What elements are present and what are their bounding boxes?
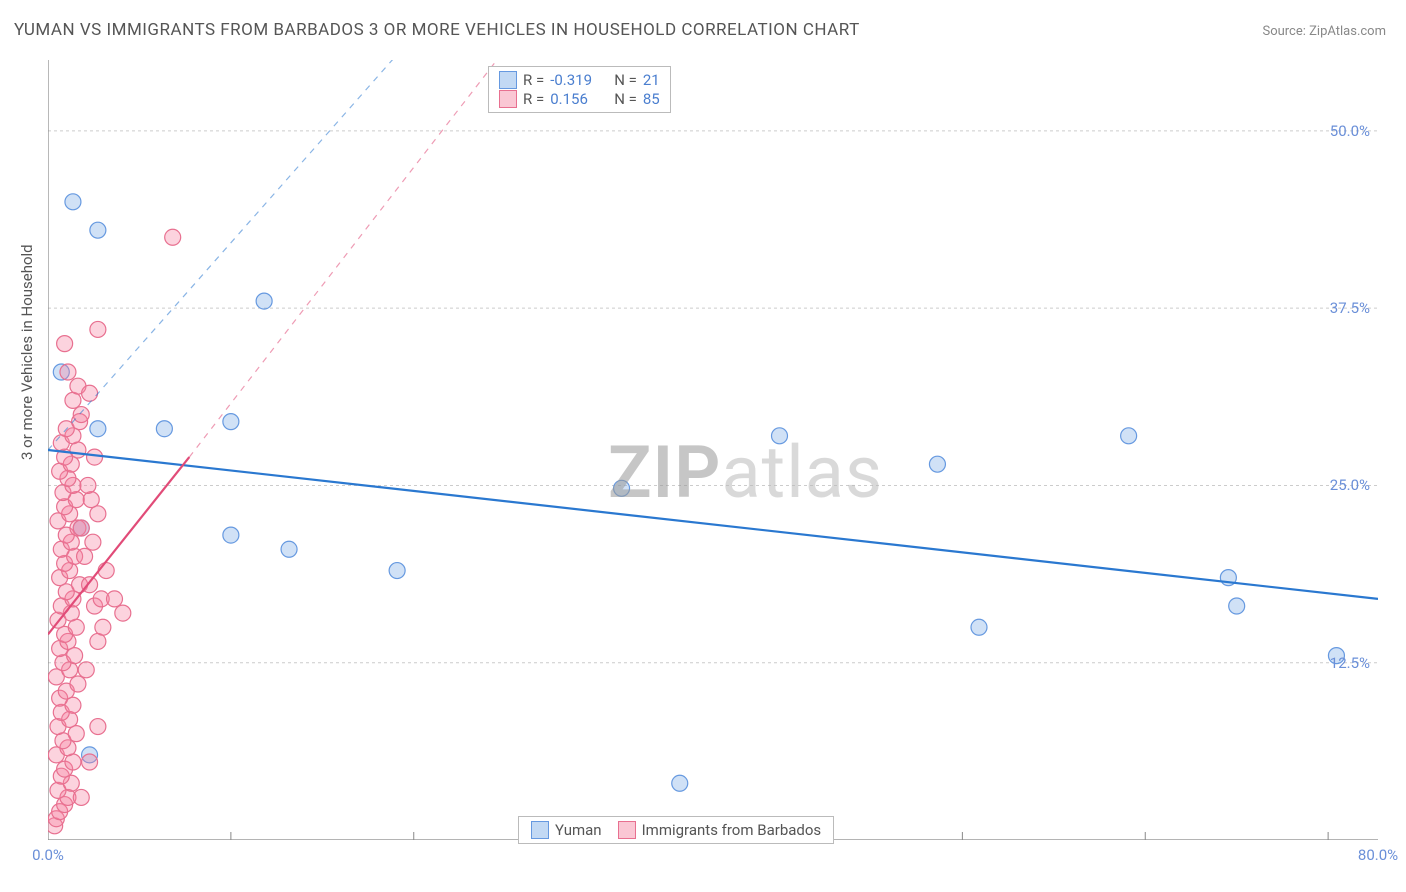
data-point: [672, 775, 688, 791]
trend-line: [48, 450, 1378, 599]
legend-n-value: 85: [643, 90, 660, 108]
data-point: [90, 719, 106, 735]
data-point: [82, 754, 98, 770]
legend-n-value: 21: [643, 71, 660, 89]
y-tick-label: 37.5%: [1330, 299, 1370, 317]
y-axis-label: 3 or more Vehicles in Household: [18, 244, 36, 460]
trend-line-extension: [189, 60, 497, 457]
data-point: [77, 548, 93, 564]
data-point: [68, 619, 84, 635]
scatter-svg: [48, 60, 1378, 840]
legend-swatch: [499, 90, 517, 108]
data-point: [1121, 428, 1137, 444]
legend-n-label: N =: [614, 90, 637, 108]
data-point: [98, 563, 114, 579]
source-label: Source: ZipAtlas.com: [1262, 24, 1386, 39]
data-point: [95, 619, 111, 635]
legend-label: Yuman: [555, 821, 602, 839]
data-point: [87, 449, 103, 465]
y-tick-label: 50.0%: [1330, 122, 1370, 140]
data-point: [165, 229, 181, 245]
data-point: [67, 648, 83, 664]
data-point: [281, 541, 297, 557]
legend-correlation: R = -0.319 N = 21 R = 0.156 N = 85: [488, 66, 671, 113]
data-point: [65, 392, 81, 408]
legend-r-label: R =: [523, 90, 544, 108]
trend-line-extension: [48, 60, 580, 450]
legend-r-value: 0.156: [550, 90, 608, 108]
legend-swatch: [531, 821, 549, 839]
legend-label: Immigrants from Barbados: [642, 821, 822, 839]
data-point: [389, 563, 405, 579]
data-point: [57, 336, 73, 352]
data-point: [223, 414, 239, 430]
x-tick-label: 80.0%: [1358, 846, 1398, 864]
data-point: [156, 421, 172, 437]
data-point: [256, 293, 272, 309]
x-tick-label: 0.0%: [32, 846, 64, 864]
data-point: [70, 442, 86, 458]
data-point: [83, 492, 99, 508]
data-point: [80, 477, 96, 493]
data-point: [70, 676, 86, 692]
data-point: [107, 591, 123, 607]
legend-r-label: R =: [523, 71, 544, 89]
plot-area: ZIPatlas R = -0.319 N = 21 R = 0.156 N =…: [48, 60, 1378, 840]
data-point: [772, 428, 788, 444]
legend-row: R = 0.156 N = 85: [499, 90, 660, 108]
data-point: [73, 407, 89, 423]
data-point: [971, 619, 987, 635]
data-point: [115, 605, 131, 621]
y-tick-label: 12.5%: [1330, 654, 1370, 672]
chart-title: YUMAN VS IMMIGRANTS FROM BARBADOS 3 OR M…: [14, 20, 860, 40]
data-point: [90, 506, 106, 522]
data-point: [614, 480, 630, 496]
legend-r-value: -0.319: [550, 71, 608, 89]
data-point: [90, 633, 106, 649]
data-point: [78, 662, 94, 678]
legend-item: Yuman: [531, 821, 602, 839]
data-point: [223, 527, 239, 543]
legend-n-label: N =: [614, 71, 637, 89]
legend-item: Immigrants from Barbados: [618, 821, 822, 839]
data-point: [73, 789, 89, 805]
data-point: [65, 194, 81, 210]
data-point: [929, 456, 945, 472]
y-tick-label: 25.0%: [1330, 476, 1370, 494]
data-point: [90, 222, 106, 238]
data-point: [68, 726, 84, 742]
data-point: [73, 520, 89, 536]
data-point: [65, 754, 81, 770]
legend-row: R = -0.319 N = 21: [499, 71, 660, 89]
legend-series: Yuman Immigrants from Barbados: [518, 816, 834, 844]
data-point: [82, 385, 98, 401]
legend-swatch: [618, 821, 636, 839]
data-point: [85, 534, 101, 550]
data-point: [90, 321, 106, 337]
data-point: [90, 421, 106, 437]
legend-swatch: [499, 71, 517, 89]
data-point: [1229, 598, 1245, 614]
data-point: [60, 364, 76, 380]
